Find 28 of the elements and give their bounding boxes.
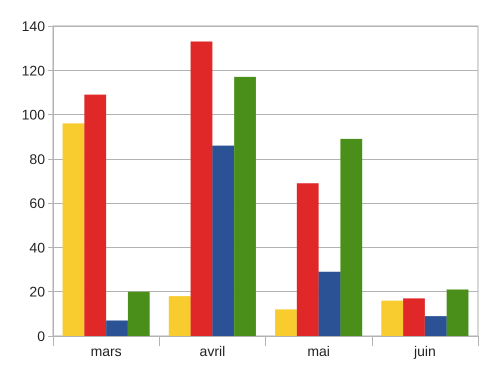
y-tick-label: 60: [29, 195, 46, 212]
bar: [190, 42, 212, 336]
bar: [381, 300, 404, 336]
y-tick-label: 140: [22, 18, 46, 34]
bar: [168, 296, 191, 336]
bar: [275, 309, 297, 336]
bar: [106, 320, 128, 336]
y-tick-label: 120: [22, 62, 46, 78]
bar: [84, 94, 106, 336]
y-tick-label: 80: [29, 150, 46, 167]
bar: [62, 123, 84, 336]
y-tick-label: 40: [29, 239, 46, 256]
x-tick-label: juin: [412, 343, 436, 359]
x-tick-label: mars: [90, 343, 122, 359]
bar: [234, 76, 256, 336]
bar: [296, 183, 319, 336]
bar: [212, 146, 234, 336]
x-tick-label: avril: [200, 343, 226, 359]
y-tick-label: 20: [29, 284, 46, 300]
bar: [340, 138, 362, 336]
x-tick-label: mai: [307, 343, 330, 359]
bar: [403, 298, 425, 336]
y-tick-label: 0: [37, 328, 46, 344]
bar: [424, 316, 447, 336]
bar: [318, 272, 340, 336]
y-tick-label: 100: [22, 106, 46, 123]
bar: [128, 292, 150, 336]
bar: [446, 290, 468, 336]
